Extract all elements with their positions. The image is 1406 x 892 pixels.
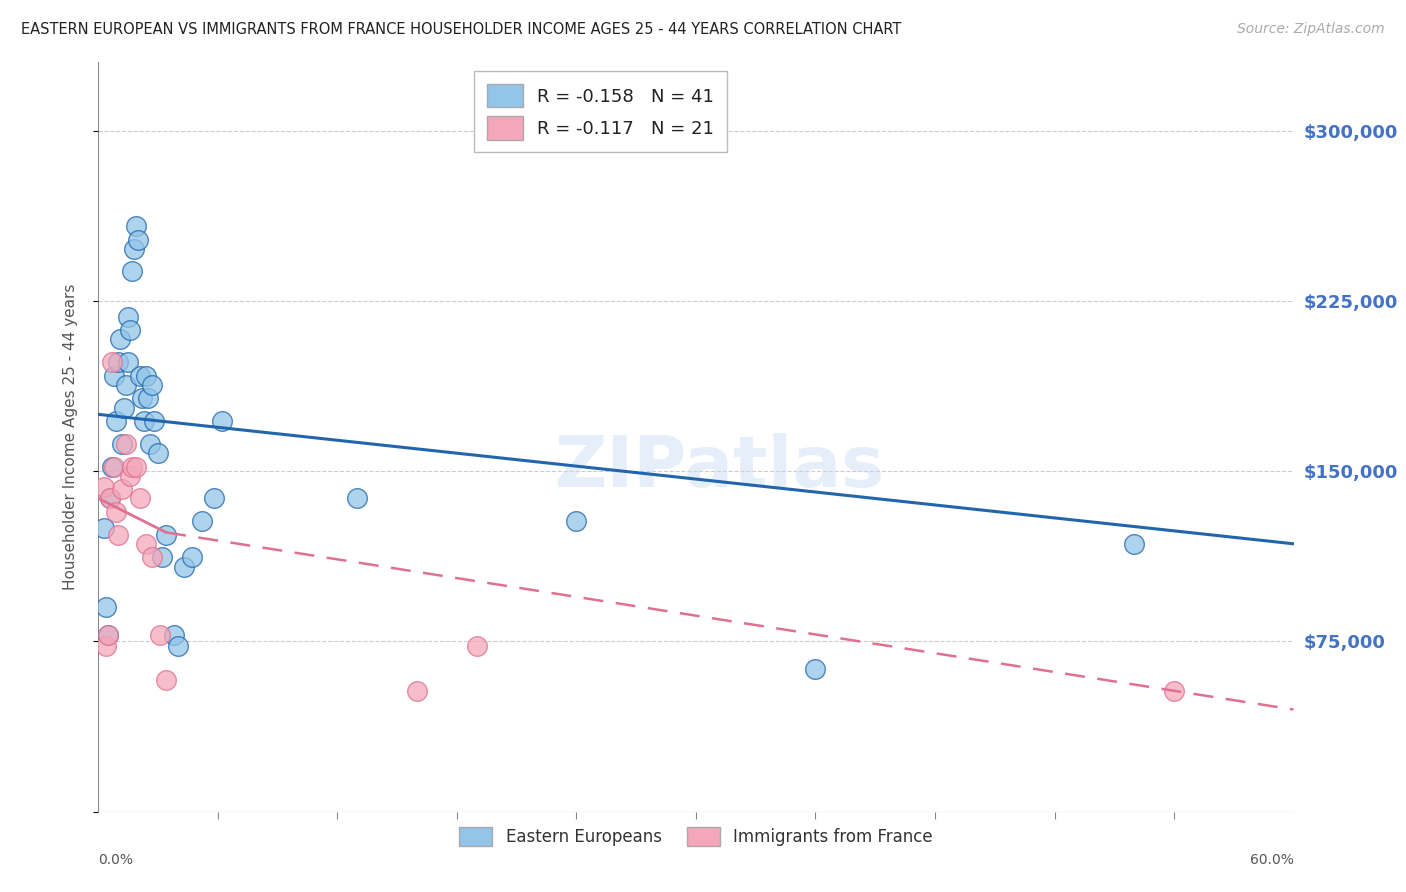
Text: Source: ZipAtlas.com: Source: ZipAtlas.com: [1237, 22, 1385, 37]
Point: [135, 368, 157, 383]
Point: [121, 459, 143, 474]
Point: [107, 527, 129, 541]
Point: [211, 414, 233, 428]
Point: [120, 323, 142, 337]
Legend: Eastern Europeans, Immigrants from France: Eastern Europeans, Immigrants from Franc…: [449, 816, 943, 855]
Point: [110, 333, 132, 347]
Point: [107, 355, 129, 369]
Text: 0.0%: 0.0%: [98, 853, 134, 867]
Point: [134, 414, 156, 428]
Text: EASTERN EUROPEAN VS IMMIGRANTS FROM FRANCE HOUSEHOLDER INCOME AGES 25 - 44 YEARS: EASTERN EUROPEAN VS IMMIGRANTS FROM FRAN…: [21, 22, 901, 37]
Point: [150, 550, 173, 565]
Point: [125, 459, 148, 474]
Point: [163, 627, 186, 641]
Point: [101, 355, 124, 369]
Point: [143, 414, 166, 428]
Point: [565, 514, 588, 528]
Point: [1163, 684, 1185, 698]
Point: [155, 527, 177, 541]
Point: [93, 521, 115, 535]
Point: [149, 627, 172, 641]
Point: [167, 639, 190, 653]
Point: [406, 684, 429, 698]
Text: 60.0%: 60.0%: [1250, 853, 1294, 867]
Point: [129, 491, 152, 506]
Point: [1123, 537, 1146, 551]
Point: [98, 491, 122, 506]
Point: [125, 219, 148, 233]
Point: [135, 537, 157, 551]
Point: [127, 233, 149, 247]
Point: [124, 242, 146, 256]
Point: [117, 355, 139, 369]
Point: [115, 437, 138, 451]
Point: [121, 264, 143, 278]
Point: [148, 446, 170, 460]
Point: [131, 392, 153, 406]
Point: [98, 491, 122, 506]
Point: [103, 368, 125, 383]
Point: [117, 310, 139, 324]
Point: [97, 627, 120, 641]
Point: [96, 600, 118, 615]
Point: [202, 491, 225, 506]
Point: [111, 437, 134, 451]
Text: ZIPatlas: ZIPatlas: [555, 433, 884, 501]
Point: [111, 483, 134, 497]
Point: [96, 639, 118, 653]
Point: [97, 627, 120, 641]
Point: [155, 673, 177, 687]
Point: [101, 459, 124, 474]
Point: [120, 468, 142, 483]
Point: [181, 550, 204, 565]
Y-axis label: Householder Income Ages 25 - 44 years: Householder Income Ages 25 - 44 years: [63, 284, 77, 591]
Point: [141, 550, 163, 565]
Point: [804, 662, 827, 676]
Point: [136, 392, 159, 406]
Point: [112, 401, 135, 415]
Point: [173, 559, 195, 574]
Point: [93, 480, 115, 494]
Point: [103, 459, 125, 474]
Point: [465, 639, 488, 653]
Point: [346, 491, 368, 506]
Point: [139, 437, 162, 451]
Point: [191, 514, 214, 528]
Point: [105, 505, 128, 519]
Point: [115, 377, 138, 392]
Point: [105, 414, 128, 428]
Point: [141, 377, 163, 392]
Point: [129, 368, 152, 383]
